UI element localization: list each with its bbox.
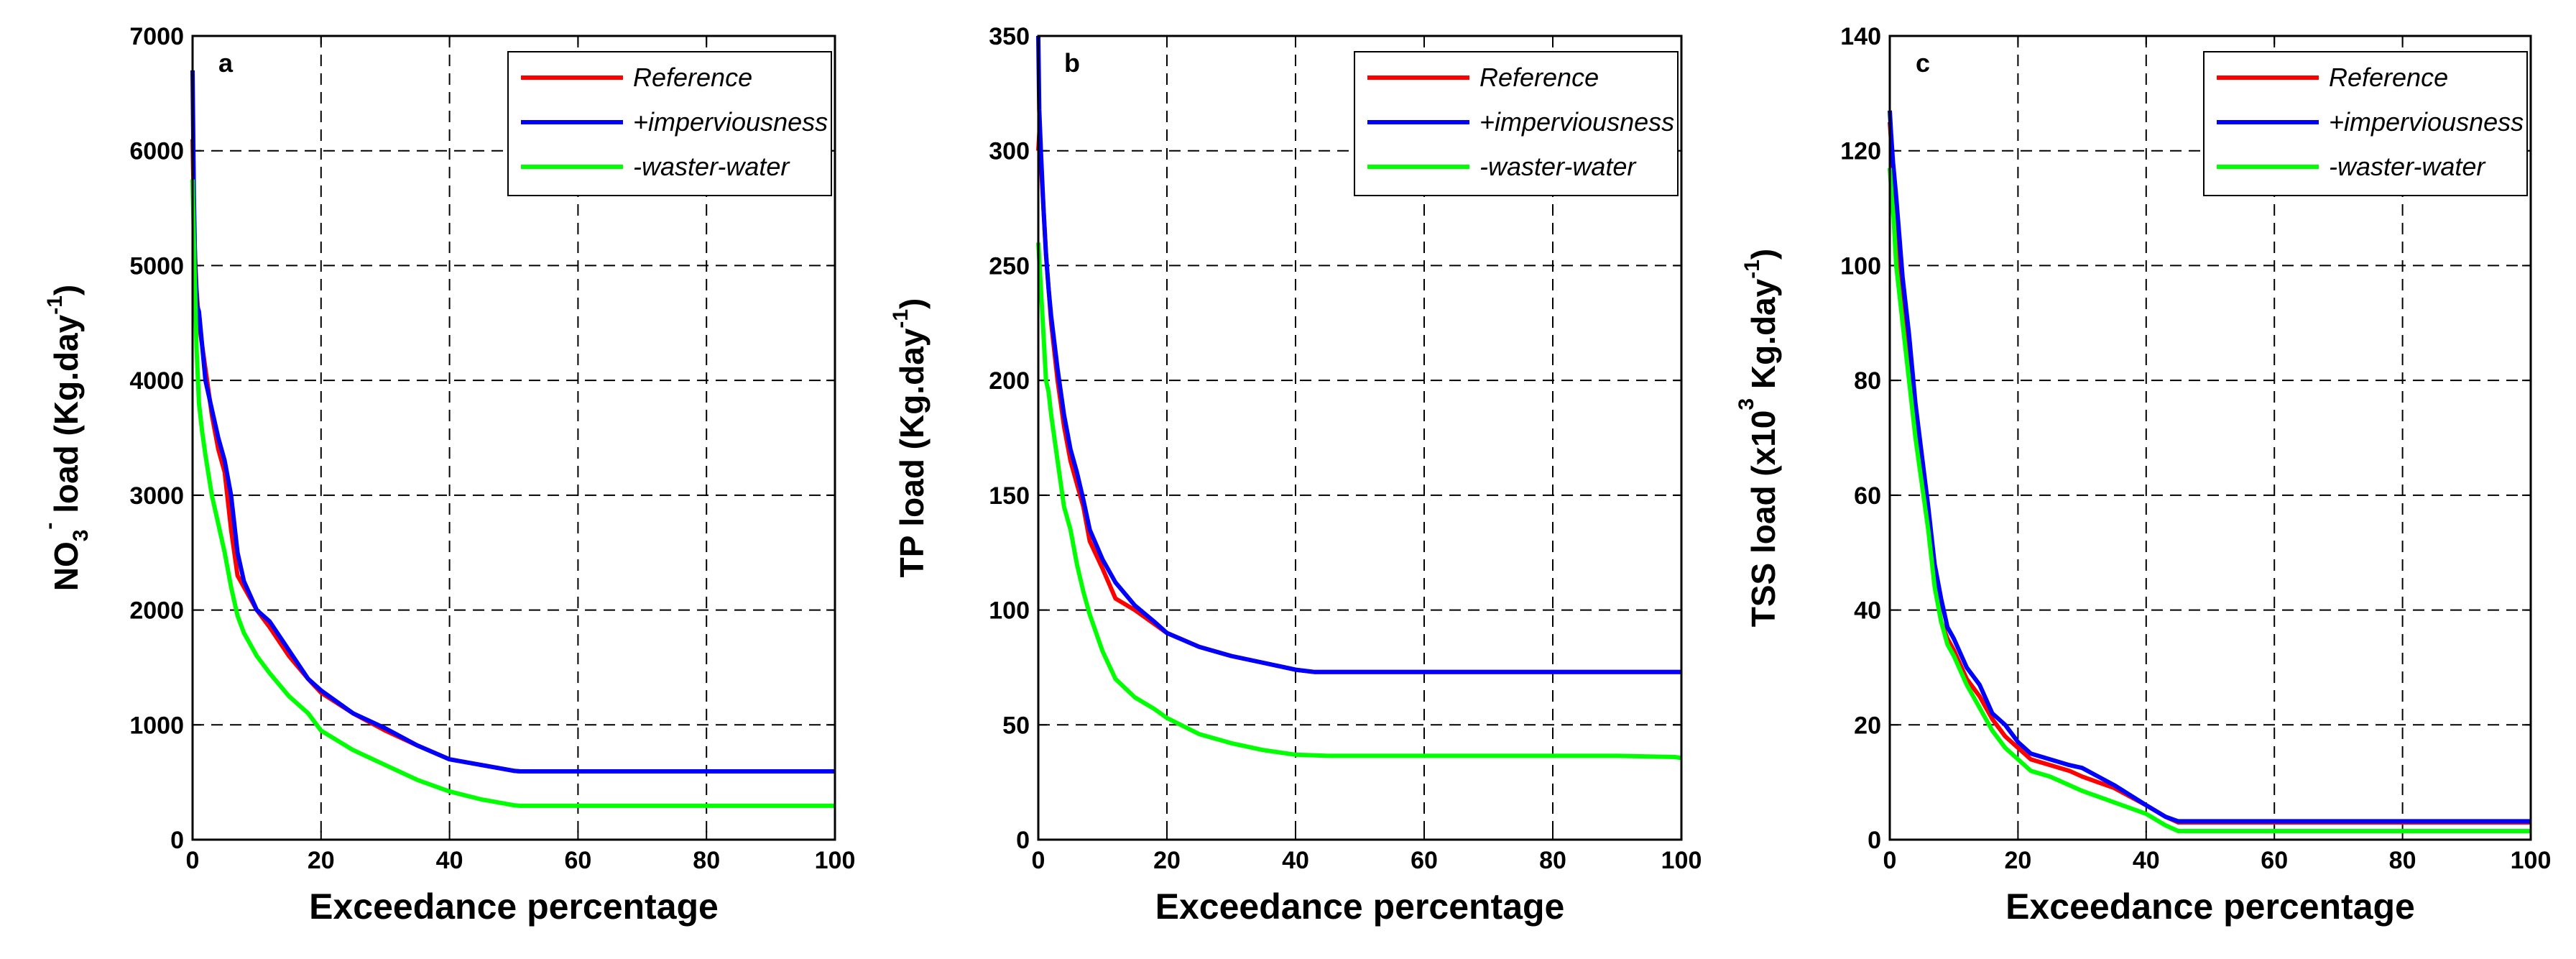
- y-tick-label: 100: [1840, 252, 1881, 280]
- x-axis-label: Exceedance percentage: [2005, 886, 2415, 927]
- x-tick-label: 20: [308, 847, 335, 874]
- y-tick-label: 150: [989, 482, 1030, 510]
- x-tick-label: 40: [436, 847, 463, 874]
- x-tick-label: 60: [564, 847, 591, 874]
- y-tick-label: 0: [1016, 827, 1030, 854]
- series-line-wasterwater: [190, 179, 835, 808]
- legend: Reference +imperviousness -waster-water: [507, 51, 832, 196]
- legend-label: +imperviousness: [633, 107, 828, 137]
- legend: Reference +imperviousness -waster-water: [1354, 51, 1679, 196]
- legend-label: -waster-water: [1479, 152, 1637, 181]
- x-axis-label: Exceedance percentage: [309, 886, 719, 927]
- legend: Reference +imperviousness -waster-water: [2203, 51, 2528, 196]
- y-tick-label: 20: [1854, 712, 1881, 739]
- y-tick-label: 5000: [129, 252, 184, 280]
- x-tick-label: 0: [186, 847, 200, 874]
- y-tick-label: 60: [1854, 482, 1881, 510]
- y-axis-label: TSS load (x103 Kg.day-1): [1735, 249, 1782, 628]
- legend-label: Reference: [633, 63, 752, 92]
- x-tick-label: 80: [2389, 847, 2416, 874]
- y-tick-label: 350: [989, 23, 1030, 50]
- y-tick-label: 6000: [129, 138, 184, 165]
- x-tick-label: 100: [2511, 847, 2552, 874]
- x-tick-label: 80: [693, 847, 720, 874]
- y-tick-label: 300: [989, 138, 1030, 165]
- series-line-wasterwater: [1036, 242, 1682, 761]
- series-line-wasterwater: [1888, 168, 2531, 833]
- x-tick-label: 80: [1539, 847, 1566, 874]
- y-tick-label: 120: [1840, 138, 1881, 165]
- x-tick-label: 40: [2133, 847, 2160, 874]
- axes-frame: [1037, 35, 1683, 841]
- series-line-imperviousness: [1888, 110, 2531, 824]
- panel-label: a: [218, 48, 234, 78]
- chart-panel-c: 0 20 40 60 80 100 0 20 40 60 80 100 120 140 c Reference…: [1735, 23, 2551, 927]
- x-tick-label: 0: [1883, 847, 1897, 874]
- legend-label: Reference: [1479, 63, 1599, 92]
- x-tick-label: 100: [1661, 847, 1702, 874]
- y-tick-label: 2000: [129, 597, 184, 625]
- y-tick-label: 7000: [129, 23, 184, 50]
- legend-label: +imperviousness: [2329, 107, 2524, 137]
- legend-label: Reference: [2329, 63, 2448, 92]
- y-tick-label: 0: [1868, 827, 1881, 854]
- panel-label: b: [1064, 48, 1080, 78]
- y-tick-label: 4000: [129, 367, 184, 395]
- y-tick-label: 0: [170, 827, 184, 854]
- chart-panel-a: 0 20 40 60 80 1000100020003000400050006000700…: [37, 23, 855, 927]
- axes-frame: [191, 35, 836, 841]
- panel-label: c: [1916, 48, 1930, 78]
- legend-label: -waster-water: [2329, 152, 2486, 181]
- series-line-imperviousness: [190, 70, 835, 774]
- y-tick-label: 80: [1854, 367, 1881, 395]
- x-axis-label: Exceedance percentage: [1155, 886, 1565, 927]
- y-tick-label: 140: [1840, 23, 1881, 50]
- series-line-imperviousness: [1036, 35, 1681, 674]
- y-tick-label: 100: [989, 597, 1030, 625]
- x-tick-label: 60: [2261, 847, 2288, 874]
- y-tick-label: 250: [989, 252, 1030, 280]
- x-tick-label: 20: [2004, 847, 2031, 874]
- x-tick-label: 60: [1411, 847, 1438, 874]
- y-tick-label: 40: [1854, 597, 1881, 625]
- y-tick-label: 50: [1002, 712, 1030, 739]
- x-tick-label: 0: [1032, 847, 1045, 874]
- y-axis-label: NO3- load (Kg.day-1): [37, 285, 93, 592]
- legend-label: -waster-water: [633, 152, 790, 181]
- axes-frame: [1888, 35, 2532, 841]
- x-tick-label: 100: [815, 847, 856, 874]
- y-tick-label: 1000: [129, 712, 184, 739]
- x-tick-label: 40: [1282, 847, 1309, 874]
- y-tick-label: 200: [989, 367, 1030, 395]
- y-axis-label: TP load (Kg.day-1): [889, 298, 931, 578]
- x-tick-label: 20: [1153, 847, 1181, 874]
- y-tick-label: 3000: [129, 482, 184, 510]
- legend-label: +imperviousness: [1479, 107, 1674, 137]
- chart-panel-b: 0 20 40 60 80 100 0 50 100 150 200 250 300 350 b Refere…: [889, 23, 1702, 927]
